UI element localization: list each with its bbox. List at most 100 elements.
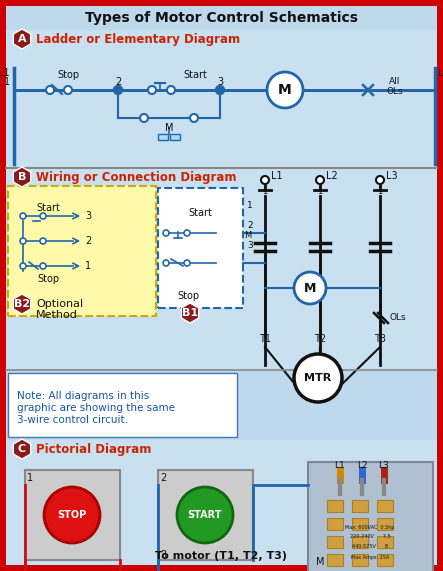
Circle shape xyxy=(40,263,46,269)
Text: MTR: MTR xyxy=(304,373,332,383)
Bar xyxy=(327,536,343,548)
Text: Note: All diagrams in this
graphic are showing the same
3-wire control circuit.: Note: All diagrams in this graphic are s… xyxy=(17,391,175,425)
Text: T3: T3 xyxy=(374,334,386,344)
Text: Stop: Stop xyxy=(57,70,79,80)
Text: Start: Start xyxy=(36,203,60,213)
Circle shape xyxy=(148,86,156,94)
Text: 3: 3 xyxy=(160,550,166,560)
Bar xyxy=(6,440,437,565)
Text: L2: L2 xyxy=(326,171,338,181)
Text: Types of Motor Control Schematics: Types of Motor Control Schematics xyxy=(85,11,358,25)
Text: 440-575V      8: 440-575V 8 xyxy=(352,545,388,549)
Text: B: B xyxy=(18,172,26,182)
Text: 220-240V      7.5: 220-240V 7.5 xyxy=(350,534,390,540)
Text: Start: Start xyxy=(188,208,212,218)
Text: 1: 1 xyxy=(317,187,323,196)
Text: STOP: STOP xyxy=(58,510,87,520)
Bar xyxy=(327,554,343,566)
Text: 2: 2 xyxy=(160,473,166,483)
Text: M: M xyxy=(304,282,316,295)
Text: L1: L1 xyxy=(0,68,10,78)
Text: C: C xyxy=(18,444,26,454)
Bar xyxy=(158,470,253,560)
Text: 3: 3 xyxy=(85,211,91,221)
Text: 1: 1 xyxy=(85,261,91,271)
Text: 1: 1 xyxy=(4,77,10,87)
Text: 3: 3 xyxy=(217,77,223,87)
Text: L2: L2 xyxy=(438,68,443,78)
Bar xyxy=(158,134,168,140)
Text: 1: 1 xyxy=(27,473,33,483)
Text: Pictorial Diagram: Pictorial Diagram xyxy=(36,443,152,456)
Text: L3: L3 xyxy=(386,171,398,181)
Bar xyxy=(352,500,368,512)
Text: START: START xyxy=(188,510,222,520)
Circle shape xyxy=(267,72,303,108)
Circle shape xyxy=(177,487,233,543)
Text: Max: 600VAC  0.5hp: Max: 600VAC 0.5hp xyxy=(345,525,395,529)
Circle shape xyxy=(20,213,26,219)
Text: Start: Start xyxy=(183,70,207,80)
FancyBboxPatch shape xyxy=(158,188,243,308)
Circle shape xyxy=(167,86,175,94)
Text: All: All xyxy=(389,77,400,86)
Text: 3: 3 xyxy=(247,242,253,251)
Circle shape xyxy=(294,272,326,304)
Text: B1: B1 xyxy=(182,308,198,318)
Circle shape xyxy=(190,114,198,122)
Circle shape xyxy=(163,260,169,266)
Circle shape xyxy=(113,86,123,94)
Text: Method: Method xyxy=(36,310,78,320)
Text: 1: 1 xyxy=(377,187,383,196)
Bar xyxy=(352,518,368,530)
Circle shape xyxy=(40,238,46,244)
Bar xyxy=(6,168,437,370)
Bar xyxy=(6,30,437,168)
Circle shape xyxy=(215,86,225,94)
Text: OLs: OLs xyxy=(390,313,407,323)
Circle shape xyxy=(294,354,342,402)
Circle shape xyxy=(316,176,324,184)
Text: M: M xyxy=(316,557,324,567)
Text: Stop: Stop xyxy=(37,274,59,284)
Circle shape xyxy=(140,114,148,122)
Text: M: M xyxy=(165,123,173,133)
Circle shape xyxy=(184,260,190,266)
Text: T2: T2 xyxy=(314,334,326,344)
Text: 2: 2 xyxy=(247,222,253,231)
FancyBboxPatch shape xyxy=(8,373,237,437)
Text: Ladder or Elementary Diagram: Ladder or Elementary Diagram xyxy=(36,33,240,46)
Circle shape xyxy=(20,263,26,269)
Text: M: M xyxy=(244,231,251,240)
Text: Stop: Stop xyxy=(177,291,199,301)
Bar xyxy=(352,536,368,548)
Text: 2: 2 xyxy=(85,236,91,246)
FancyBboxPatch shape xyxy=(8,186,156,316)
Circle shape xyxy=(261,176,269,184)
Circle shape xyxy=(184,230,190,236)
Circle shape xyxy=(163,230,169,236)
Text: L3: L3 xyxy=(379,460,389,469)
Text: To motor (T1, T2, T3): To motor (T1, T2, T3) xyxy=(155,551,288,561)
Text: 1: 1 xyxy=(247,202,253,211)
Bar xyxy=(327,500,343,512)
Text: L2: L2 xyxy=(357,460,367,469)
Circle shape xyxy=(20,238,26,244)
Text: B2: B2 xyxy=(14,299,30,309)
Bar xyxy=(377,536,393,548)
Text: Max Amps: 25A: Max Amps: 25A xyxy=(351,554,389,560)
Text: Wiring or Connection Diagram: Wiring or Connection Diagram xyxy=(36,171,237,183)
Text: T1: T1 xyxy=(259,334,271,344)
Bar xyxy=(170,134,180,140)
Bar xyxy=(377,500,393,512)
Text: L1: L1 xyxy=(271,171,283,181)
Circle shape xyxy=(64,86,72,94)
Bar xyxy=(377,518,393,530)
Bar xyxy=(377,554,393,566)
Text: A: A xyxy=(18,34,26,44)
Bar xyxy=(308,462,433,571)
Circle shape xyxy=(40,213,46,219)
Text: OLs: OLs xyxy=(387,86,403,95)
Circle shape xyxy=(44,487,100,543)
Bar xyxy=(327,518,343,530)
